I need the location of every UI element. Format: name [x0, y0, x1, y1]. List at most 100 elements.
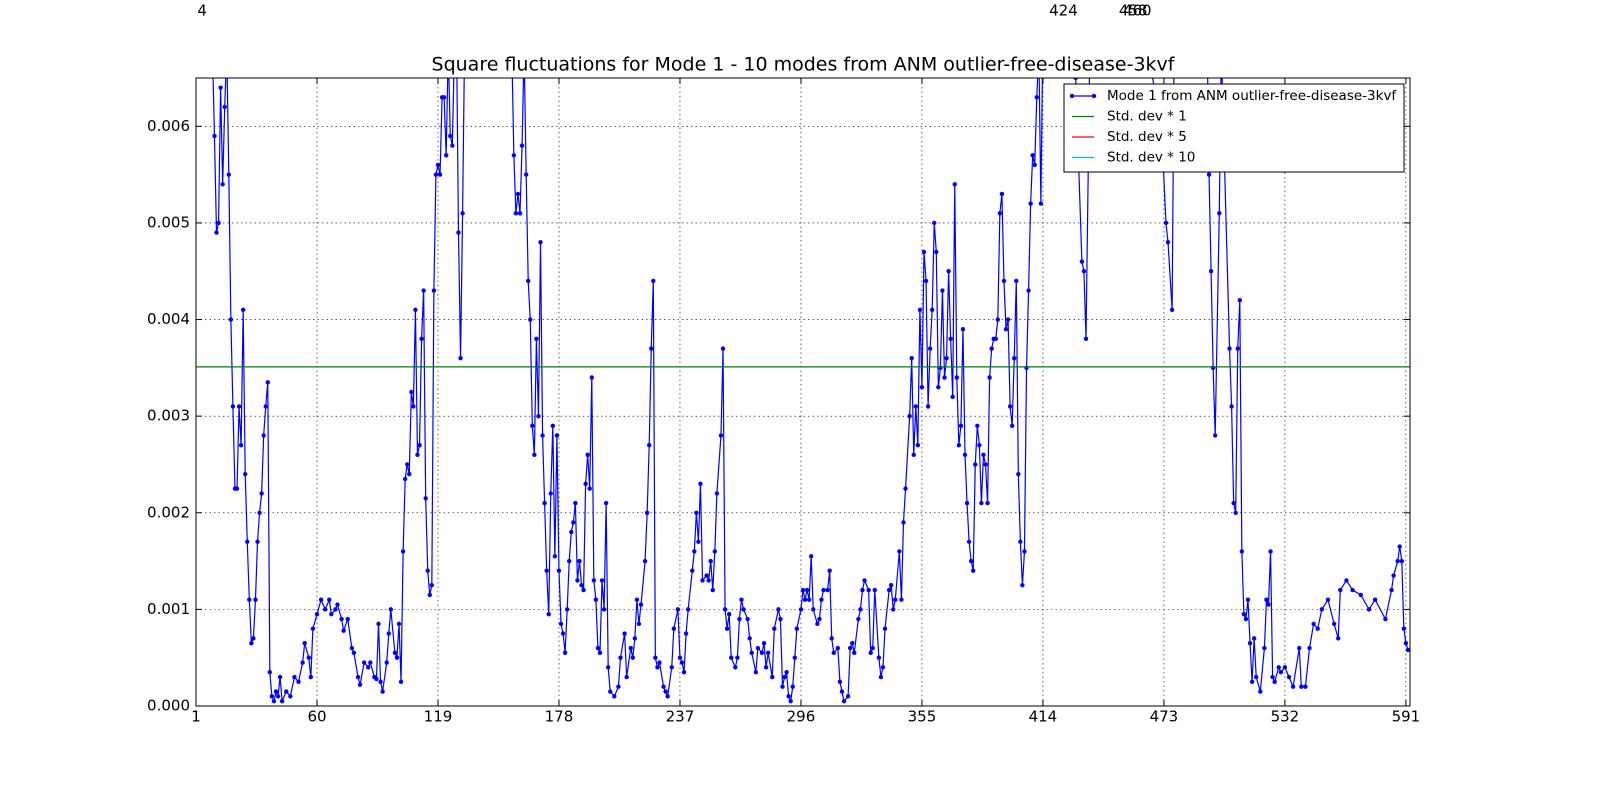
data-point: [1243, 616, 1249, 622]
data-point: [394, 655, 400, 660]
data-point: [712, 549, 718, 554]
data-point: [300, 660, 305, 665]
data-point: [692, 549, 697, 554]
data-point: [1014, 278, 1019, 284]
data-point: [765, 650, 771, 656]
data-point: [616, 684, 621, 689]
data-point: [523, 172, 529, 177]
data-point: [950, 394, 955, 400]
data-point: [677, 655, 683, 660]
data-point: [888, 583, 894, 588]
y-tick-label: 0.002: [147, 503, 190, 521]
data-point: [694, 510, 699, 515]
data-point: [1303, 684, 1308, 689]
data-point: [811, 607, 816, 612]
data-point: [866, 587, 871, 593]
x-tick-label: 237: [666, 708, 695, 726]
data-point: [1270, 674, 1275, 680]
data-point: [804, 587, 810, 593]
data-point: [429, 583, 435, 588]
data-point: [540, 433, 545, 438]
data-point: [696, 539, 701, 544]
data-point: [314, 612, 320, 617]
data-point: [925, 404, 931, 409]
data-point: [564, 607, 570, 612]
data-point: [279, 698, 285, 704]
data-point: [817, 616, 822, 622]
data-point: [829, 636, 834, 641]
data-point: [942, 375, 947, 380]
data-point: [718, 433, 724, 438]
data-point: [411, 404, 416, 409]
data-point: [968, 558, 974, 564]
data-point: [212, 133, 217, 139]
data-point: [1350, 587, 1355, 593]
data-point: [583, 481, 588, 486]
x-tick-label: 591: [1392, 708, 1421, 726]
data-point: [515, 191, 521, 197]
data-point: [1307, 645, 1312, 651]
data-point: [1290, 684, 1296, 689]
data-point: [425, 568, 430, 573]
data-point: [558, 621, 564, 627]
data-point: [591, 578, 597, 583]
data-point: [271, 698, 277, 704]
legend-label: Std. dev * 1: [1107, 109, 1187, 125]
data-point: [226, 172, 232, 177]
data-point: [1315, 626, 1320, 631]
data-point: [891, 607, 896, 612]
y-tick-label: 0.000: [147, 697, 190, 715]
data-point: [776, 607, 781, 612]
plot-frame: [195, 77, 1411, 707]
data-point: [882, 626, 888, 631]
data-point: [997, 211, 1003, 216]
data-point: [749, 650, 754, 656]
data-point: [819, 597, 824, 602]
data-point: [1231, 500, 1236, 506]
data-point: [396, 621, 402, 627]
data-point: [306, 655, 311, 660]
data-point: [1073, 78, 1078, 81]
x-tick-label: 119: [424, 708, 453, 726]
data-point: [782, 674, 787, 680]
x-tick-label: 178: [545, 708, 574, 726]
data-point: [651, 278, 656, 284]
data-point: [1020, 583, 1025, 588]
data-point: [550, 423, 556, 429]
data-point: [1028, 201, 1033, 206]
data-point: [722, 607, 728, 612]
data-point: [253, 597, 258, 602]
data-point: [456, 230, 461, 235]
data-point: [860, 587, 865, 593]
data-point: [1229, 404, 1234, 409]
data-point: [1258, 689, 1263, 694]
data-point: [944, 355, 949, 361]
data-point: [1344, 578, 1349, 583]
data-point: [800, 587, 806, 593]
data-point: [1336, 636, 1341, 641]
data-point: [1276, 665, 1281, 670]
data-point: [608, 689, 613, 694]
data-point: [741, 607, 746, 612]
data-point: [1018, 539, 1023, 544]
data-point: [1372, 597, 1378, 602]
data-point: [772, 626, 777, 631]
data-point: [339, 616, 344, 622]
data-point: [870, 645, 875, 651]
data-point: [597, 650, 603, 656]
x-tick-label: 296: [787, 708, 816, 726]
data-point: [532, 452, 537, 457]
data-point: [1233, 510, 1238, 515]
data-point: [1235, 346, 1240, 351]
data-point: [275, 694, 281, 699]
y-tick-label: 0.006: [147, 117, 190, 135]
data-point: [1266, 602, 1271, 607]
data-point: [1001, 278, 1007, 284]
data-point: [513, 211, 519, 216]
data-point: [856, 616, 861, 622]
data-point: [1239, 549, 1245, 554]
data-point: [517, 211, 523, 216]
data-point: [1005, 317, 1011, 322]
data-point: [308, 674, 314, 680]
data-point: [1319, 607, 1325, 612]
